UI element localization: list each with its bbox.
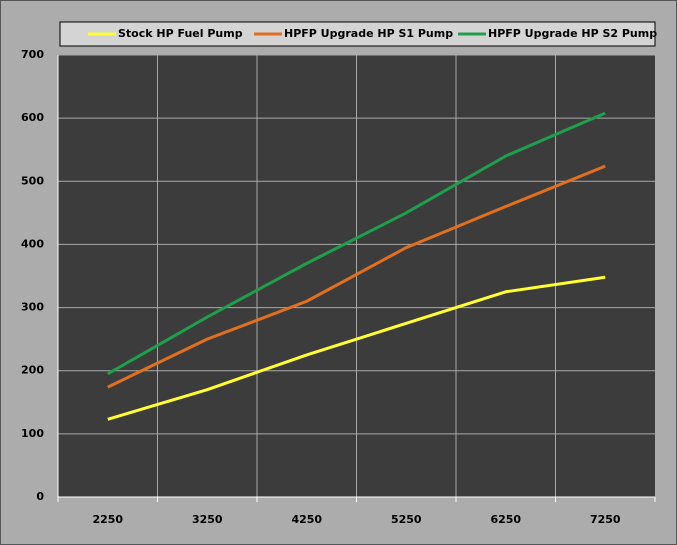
series-line	[107, 111, 606, 376]
y-tick-label: 200	[21, 364, 44, 377]
legend-label: Stock HP Fuel Pump	[118, 27, 243, 40]
y-tick-label: 700	[21, 48, 44, 61]
legend-box	[59, 21, 656, 47]
y-tick-label: 100	[21, 427, 44, 440]
y-tick-label: 300	[21, 301, 44, 314]
x-tick-label: 2250	[92, 513, 123, 526]
x-tick-label: 5250	[391, 513, 422, 526]
x-tick-label: 6250	[490, 513, 521, 526]
legend-label: HPFP Upgrade HP S2 Pump	[488, 27, 657, 40]
y-tick-label: 500	[21, 174, 44, 187]
y-tick-label: 0	[36, 490, 44, 503]
series-line	[107, 164, 606, 389]
legend-label: HPFP Upgrade HP S1 Pump	[284, 27, 453, 40]
y-tick-label: 600	[21, 111, 44, 124]
series-line	[107, 275, 606, 421]
x-tick-label: 7250	[590, 513, 621, 526]
y-tick-label: 400	[21, 237, 44, 250]
x-tick-label: 4250	[291, 513, 322, 526]
x-tick-label: 3250	[192, 513, 223, 526]
